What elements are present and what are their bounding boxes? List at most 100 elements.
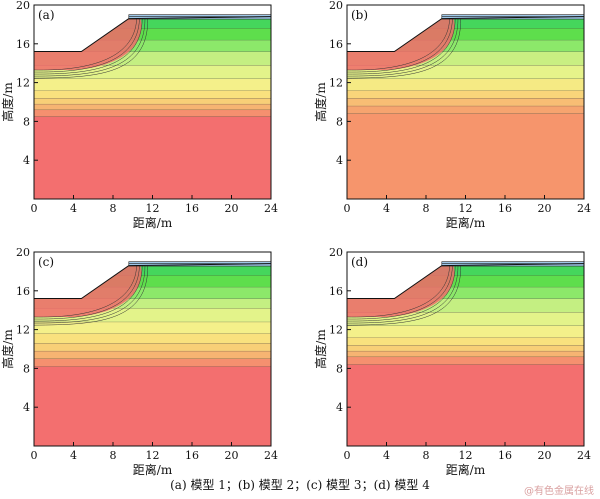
x-tick-label: 0: [344, 202, 351, 215]
y-tick-label: 4: [23, 401, 30, 414]
wet-contour-1: [34, 18, 137, 71]
x-tick-label: 12: [459, 202, 473, 215]
contour-band-6: [34, 321, 271, 334]
contour-band-1: [34, 366, 271, 446]
contour-band-7: [347, 312, 584, 326]
panel-label: (c): [38, 255, 54, 269]
contour-band-6: [347, 65, 584, 79]
slope-outline: [347, 263, 585, 300]
y-tick-label: 8: [23, 115, 30, 128]
y-tick-label: 16: [16, 285, 30, 298]
wet-zone-fill: [34, 265, 142, 317]
contour-band-2: [347, 105, 584, 114]
contour-band-8: [34, 298, 271, 309]
x-tick-label: 0: [31, 202, 38, 215]
contour-band-6: [347, 325, 584, 338]
contour-band-11: [34, 18, 271, 29]
wet-contour-2: [34, 265, 140, 320]
x-tick-label: 16: [185, 449, 199, 462]
x-tick-label: 20: [225, 202, 239, 215]
contour-band-9: [347, 286, 584, 299]
contour-band-5: [34, 90, 271, 99]
y-tick-label: 20: [16, 0, 30, 12]
wet-contour-5: [347, 18, 462, 79]
y-tick-label: 16: [329, 38, 343, 51]
y-tick-label: 4: [336, 401, 343, 414]
panel-label: (b): [351, 8, 368, 22]
wet-contour-4: [34, 265, 146, 324]
wet-contour-3: [347, 265, 456, 322]
contour-band-11: [34, 265, 271, 276]
x-tick-label: 16: [185, 202, 199, 215]
contour-band-3: [34, 103, 271, 110]
wet-contour-1: [347, 18, 450, 71]
contour-band-9: [34, 286, 271, 299]
contour-band-5: [347, 78, 584, 91]
contour-band-3: [34, 350, 271, 359]
contour-band-3: [347, 350, 584, 357]
contour-band-5: [34, 333, 271, 344]
figure-caption: (a) 模型 1；(b) 模型 2；(c) 模型 3；(d) 模型 4: [170, 478, 430, 492]
x-tick-label: 20: [538, 449, 552, 462]
x-tick-label: 8: [423, 202, 430, 215]
wet-contour-3: [34, 18, 143, 75]
wet-contour-5: [347, 265, 462, 326]
contour-band-4: [347, 90, 584, 99]
x-tick-label: 0: [31, 449, 38, 462]
slope-wet-zone: [34, 18, 149, 79]
contour-band-10: [347, 275, 584, 287]
y-axis-label: 高度/m: [0, 82, 15, 122]
y-tick-label: 20: [329, 0, 343, 12]
wet-contour-2: [347, 18, 453, 73]
x-axis-label: 距离/m: [446, 215, 486, 230]
x-tick-label: 20: [225, 449, 239, 462]
wet-contour-5: [34, 265, 149, 326]
wet-contour-2: [347, 265, 453, 320]
x-tick-label: 24: [577, 202, 591, 215]
y-tick-label: 20: [16, 246, 30, 259]
x-axis-label: 距离/m: [133, 462, 173, 476]
contour-band-9: [34, 39, 271, 52]
contour-band-8: [347, 39, 584, 52]
contour-band-10: [34, 275, 271, 287]
x-tick-label: 24: [264, 202, 278, 215]
soil-body: [347, 18, 584, 199]
x-tick-label: 20: [538, 202, 552, 215]
wet-contour-3: [34, 265, 143, 322]
soil-body: [34, 18, 271, 199]
contour-band-4: [34, 343, 271, 351]
y-tick-label: 20: [329, 246, 343, 259]
contour-band-2: [347, 356, 584, 365]
x-tick-label: 8: [423, 449, 430, 462]
x-tick-label: 24: [577, 449, 591, 462]
y-tick-label: 4: [23, 154, 30, 167]
slope-wet-zone: [347, 265, 462, 326]
panel-label: (d): [351, 255, 368, 269]
slope-outline: [34, 16, 272, 53]
contour-band-7: [34, 65, 271, 79]
x-tick-label: 16: [498, 449, 512, 462]
wet-contour-4: [347, 265, 459, 324]
watermark: @有色金属在线: [524, 486, 594, 497]
y-tick-label: 8: [336, 362, 343, 375]
x-tick-label: 8: [110, 449, 117, 462]
y-tick-label: 8: [23, 362, 30, 375]
contour-band-2: [34, 109, 271, 117]
y-axis-label: 高度/m: [313, 329, 328, 369]
figure-canvas: 0 4 8 12 16 20 24 4 8 12 16 20 距离/m 高度/m (a) 0 4 8 12 16 20 2…: [0, 0, 591, 476]
contour-band-6: [34, 78, 271, 91]
wet-zone-fill: [347, 265, 455, 317]
y-tick-label: 12: [16, 324, 30, 337]
y-tick-label: 16: [16, 38, 30, 51]
contour-band-10: [347, 18, 584, 29]
contour-band-4: [34, 98, 271, 104]
soil-body: [347, 265, 584, 446]
y-axis-label: 高度/m: [313, 82, 328, 122]
chart-panel-2: 0 4 8 12 16 20 24 4 8 12 16 20 距离/m 高度/m (b): [313, 0, 591, 230]
x-tick-label: 12: [146, 449, 160, 462]
contour-band-1: [34, 116, 271, 199]
x-tick-label: 4: [70, 202, 77, 215]
x-tick-label: 12: [146, 202, 160, 215]
chart-panel-1: 0 4 8 12 16 20 24 4 8 12 16 20 距离/m 高度/m (a): [0, 0, 278, 230]
y-tick-label: 12: [16, 77, 30, 90]
